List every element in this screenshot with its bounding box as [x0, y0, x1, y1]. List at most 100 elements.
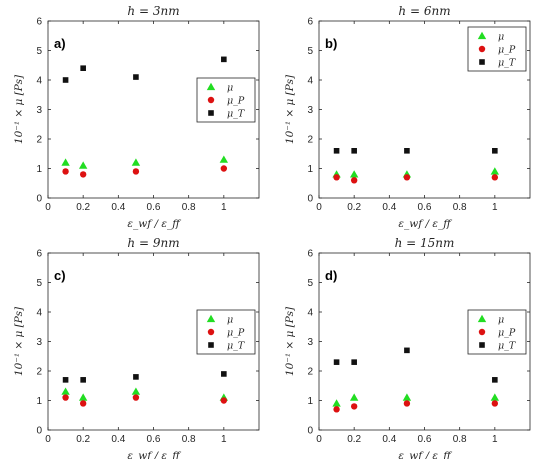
y-tick-label: 2: [36, 367, 42, 378]
legend-marker-mu-t: [208, 110, 214, 116]
y-tick-label: 0: [36, 426, 42, 437]
legend-label-mu-t: μ_T: [498, 341, 516, 352]
legend-marker-mu-p: [207, 96, 215, 104]
panel-title: h = 9nm: [127, 236, 179, 250]
y-tick-label: 5: [307, 278, 313, 289]
y-tick-label: 0: [307, 194, 313, 205]
x-axis-label: ε_wf / ε_ff: [127, 218, 181, 230]
legend-label-mu-p: μ_P: [227, 328, 245, 339]
x-tick-label: 0.8: [453, 202, 467, 213]
data-point-mu-p: [220, 397, 228, 404]
data-point-mu-t: [80, 65, 86, 71]
y-tick-label: 2: [307, 135, 313, 146]
x-tick-label: 0.4: [111, 434, 125, 445]
legend-label-mu: μ: [498, 315, 504, 326]
legend-box: [467, 309, 527, 355]
panel-title: h = 15nm: [395, 236, 455, 250]
data-point-mu-p: [491, 174, 499, 181]
data-point-mu-p: [132, 394, 140, 401]
data-point-mu-t: [404, 148, 410, 154]
legend-marker-mu: [206, 314, 216, 323]
data-point-mu-p: [491, 400, 499, 407]
x-tick-label: 0.4: [382, 434, 396, 445]
data-point-mu-t: [133, 374, 139, 380]
data-point-mu: [61, 387, 70, 395]
data-point-mu: [78, 393, 88, 401]
y-tick-label: 5: [307, 46, 313, 57]
y-axis-label: 10⁻¹ × μ [Ps]: [284, 74, 296, 144]
x-tick-label: 0.4: [111, 202, 125, 213]
x-tick-label: 0: [45, 202, 51, 213]
data-point-mu-p: [403, 400, 411, 407]
x-tick-label: 0.2: [76, 434, 90, 445]
y-tick-label: 1: [36, 164, 42, 175]
y-tick-label: 0: [36, 194, 42, 205]
data-point-mu-p: [79, 171, 87, 178]
y-tick-label: 4: [307, 76, 313, 87]
y-tick-label: 3: [307, 105, 313, 116]
data-point-mu: [131, 387, 141, 395]
data-point-mu-t: [492, 148, 498, 154]
x-axis-label: ε_wf / ε_ff: [398, 450, 452, 459]
y-tick-label: 5: [36, 46, 42, 57]
data-point-mu-t: [62, 77, 69, 83]
legend-label-mu: μ: [227, 83, 233, 94]
data-point-mu-t: [351, 148, 357, 154]
y-axis-label: 10⁻¹ × μ [Ps]: [284, 306, 296, 376]
x-tick-label: 0.6: [418, 434, 432, 445]
y-tick-label: 0: [307, 426, 313, 437]
data-point-mu-t: [404, 347, 410, 354]
x-tick-label: 0.2: [76, 202, 90, 213]
data-point-mu: [349, 170, 359, 178]
legend-marker-mu-p: [478, 328, 486, 336]
legend-label-mu-p: μ_P: [498, 45, 516, 56]
y-tick-label: 3: [307, 337, 313, 348]
data-point-mu-p: [403, 174, 411, 181]
x-tick-label: 0.6: [147, 434, 161, 445]
y-tick-label: 5: [36, 278, 42, 289]
panel-label: a): [54, 36, 66, 51]
panel-title: h = 3nm: [127, 4, 179, 18]
data-point-mu-t: [221, 56, 227, 63]
data-point-mu: [490, 393, 500, 401]
legend-box: [196, 77, 256, 123]
y-tick-label: 1: [36, 396, 42, 407]
panel-title: h = 6nm: [398, 4, 450, 18]
data-point-mu-t: [133, 74, 139, 80]
data-point-mu: [490, 167, 500, 175]
data-point-mu-p: [62, 394, 69, 401]
panel-label: c): [54, 268, 66, 283]
panel-2: 0 0.2 0.4 0.6 0.8 1 0 1 2 3 4 5 6 h = 6nm b) ε_wf / ε_f…: [284, 4, 531, 230]
legend-box: [196, 309, 256, 355]
x-tick-label: 0.2: [347, 202, 361, 213]
data-point-mu-p: [333, 406, 340, 413]
x-tick-label: 0.4: [382, 202, 396, 213]
legend-marker-mu-t: [479, 59, 485, 65]
legend-label-mu: μ: [498, 32, 504, 43]
data-point-mu-t: [333, 148, 340, 154]
panel-4: 0 0.2 0.4 0.6 0.8 1 0 1 2 3 4 5 6 h = 15nm d) ε_wf / ε_…: [284, 236, 531, 459]
legend-marker-mu: [477, 31, 487, 40]
data-point-mu: [332, 399, 341, 407]
x-tick-label: 0.2: [347, 434, 361, 445]
data-point-mu: [349, 393, 359, 401]
y-tick-label: 4: [36, 76, 42, 87]
data-point-mu: [402, 393, 412, 401]
legend-marker-mu: [206, 82, 216, 91]
legend: μ μ_P μ_T: [467, 309, 527, 355]
legend-label-mu-t: μ_T: [227, 109, 245, 120]
data-point-mu: [131, 158, 141, 166]
y-axis-label: 10⁻¹ × μ [Ps]: [13, 74, 25, 144]
y-axis-label: 10⁻¹ × μ [Ps]: [13, 306, 25, 376]
x-tick-label: 0.8: [453, 434, 467, 445]
data-point-mu: [219, 155, 229, 163]
panel-label: b): [325, 36, 337, 51]
legend-label-mu-t: μ_T: [498, 58, 516, 69]
legend: μ μ_P μ_T: [196, 309, 256, 355]
x-tick-label: 0: [316, 202, 322, 213]
x-tick-label: 1: [492, 202, 498, 213]
panel-1: 0 0.2 0.4 0.6 0.8 1 0 1 2 3 4 5 6 h = 3nm a) ε_wf / ε_f…: [13, 4, 260, 230]
data-point-mu-p: [333, 174, 340, 181]
legend-box: [467, 26, 527, 72]
